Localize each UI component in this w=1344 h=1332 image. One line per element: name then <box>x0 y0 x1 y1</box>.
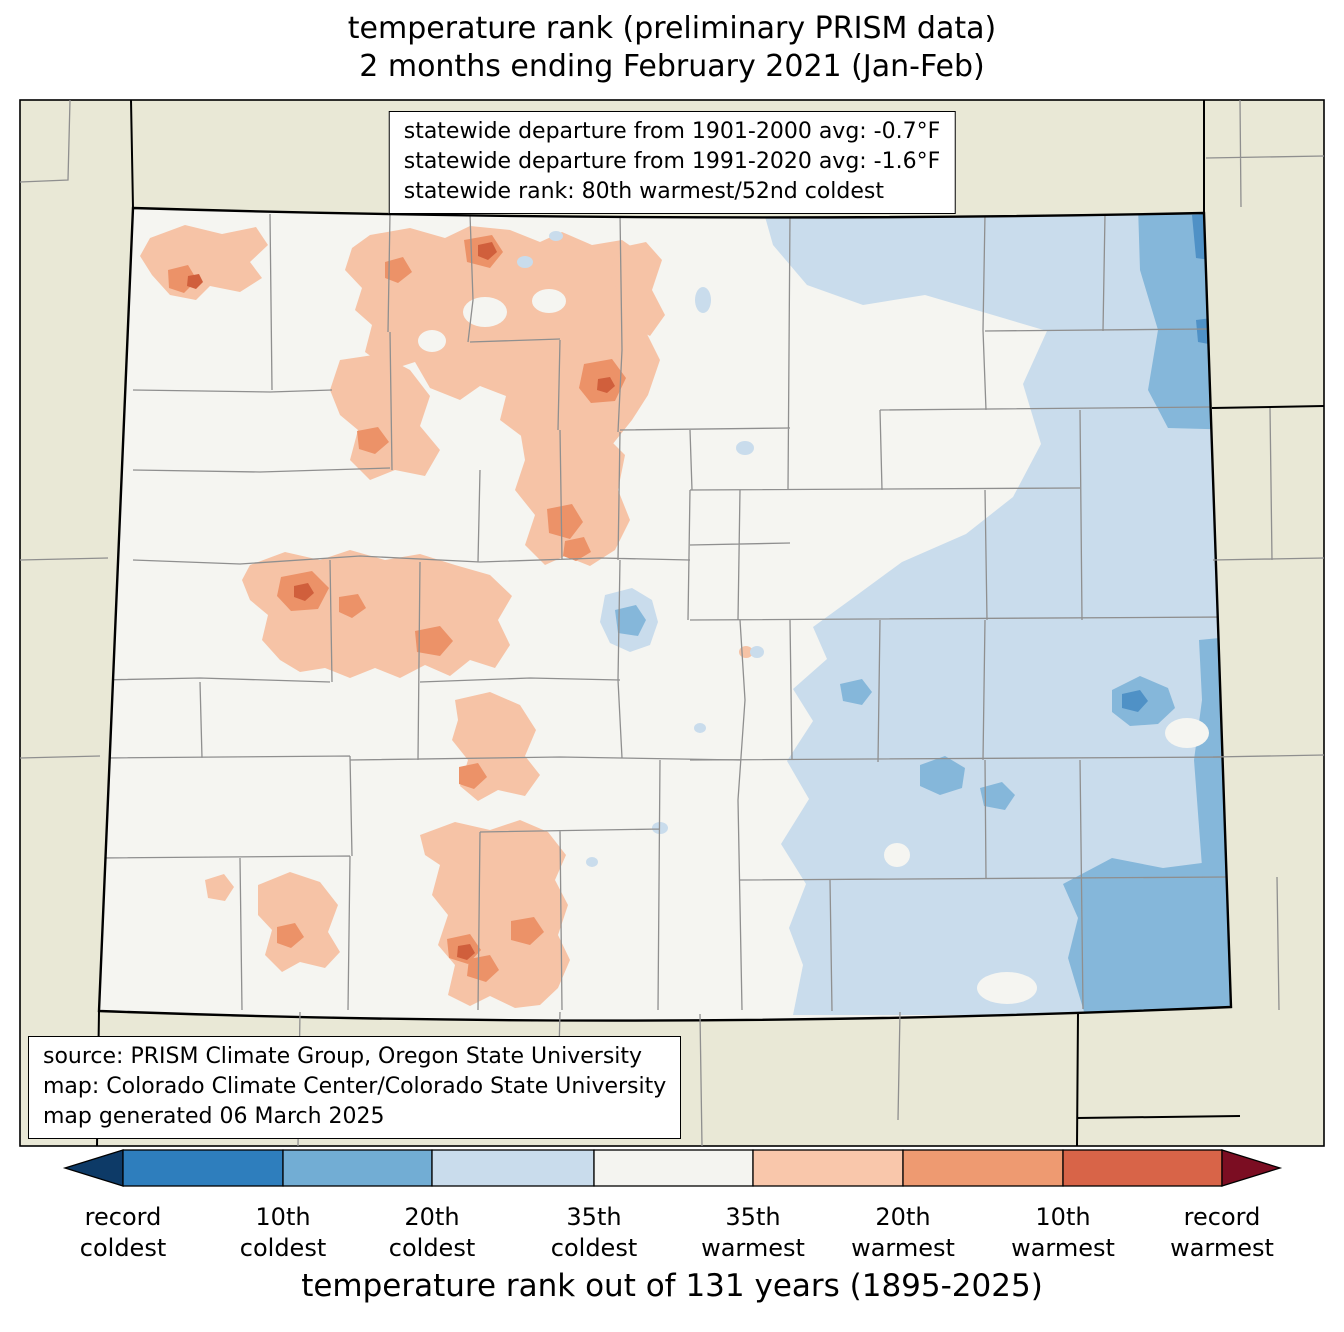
colorbar-label-35th-coldest: 35th coldest <box>550 1203 638 1262</box>
source-line-1: source: PRISM Climate Group, Oregon Stat… <box>43 1044 643 1069</box>
stats-line-3: statewide rank: 80th warmest/52nd coldes… <box>403 178 884 204</box>
colorbar-label-20th-coldest: 20th coldest <box>388 1203 476 1262</box>
colorbar-segment-2 <box>431 1149 595 1187</box>
stats-line-1: statewide departure from 1901-2000 avg: … <box>403 119 941 144</box>
colorbar-left-arrow <box>62 1149 124 1187</box>
colorbar-segment-0 <box>122 1149 284 1187</box>
colorbar-segment-3 <box>593 1149 754 1187</box>
colorbar-right-arrow <box>1221 1149 1283 1187</box>
state-border <box>97 206 1233 1022</box>
colorbar-label-20th-warmest: 20th warmest <box>851 1203 955 1262</box>
colorbar-label-10th-warmest: 10th warmest <box>1011 1203 1115 1262</box>
colorbar <box>62 1149 1283 1187</box>
colorbar-label-35th-warmest: 35th warmest <box>701 1203 805 1262</box>
colorbar-segment-6 <box>1062 1149 1223 1187</box>
map-title-line2: 2 months ending February 2021 (Jan-Feb) <box>359 49 985 85</box>
colorbar-segment-5 <box>902 1149 1064 1187</box>
stats-line-2: statewide departure from 1991-2020 avg: … <box>403 148 941 174</box>
source-line-3: map generated 06 March 2025 <box>43 1103 385 1129</box>
source-box: source: PRISM Climate Group, Oregon Stat… <box>28 1036 682 1139</box>
warm-anomaly-region <box>140 225 753 1008</box>
colorbar-segment-1 <box>282 1149 433 1187</box>
stats-box: statewide departure from 1901-2000 avg: … <box>388 111 956 214</box>
colorbar-label-10th-coldest: 10th coldest <box>239 1203 327 1262</box>
colorbar-label-record-warmest: record warmest <box>1170 1203 1274 1262</box>
map-title-line1: temperature rank (preliminary PRISM data… <box>347 11 997 46</box>
colorbar-label-record-coldest: record coldest <box>79 1203 167 1262</box>
map-title: temperature rank (preliminary PRISM data… <box>0 10 1344 86</box>
county-boundaries <box>99 213 1231 1012</box>
colorbar-segment-4 <box>752 1149 904 1187</box>
colorbar-caption: temperature rank out of 131 years (1895-… <box>301 1268 1043 1304</box>
source-line-2: map: Colorado Climate Center/Colorado St… <box>43 1073 667 1099</box>
